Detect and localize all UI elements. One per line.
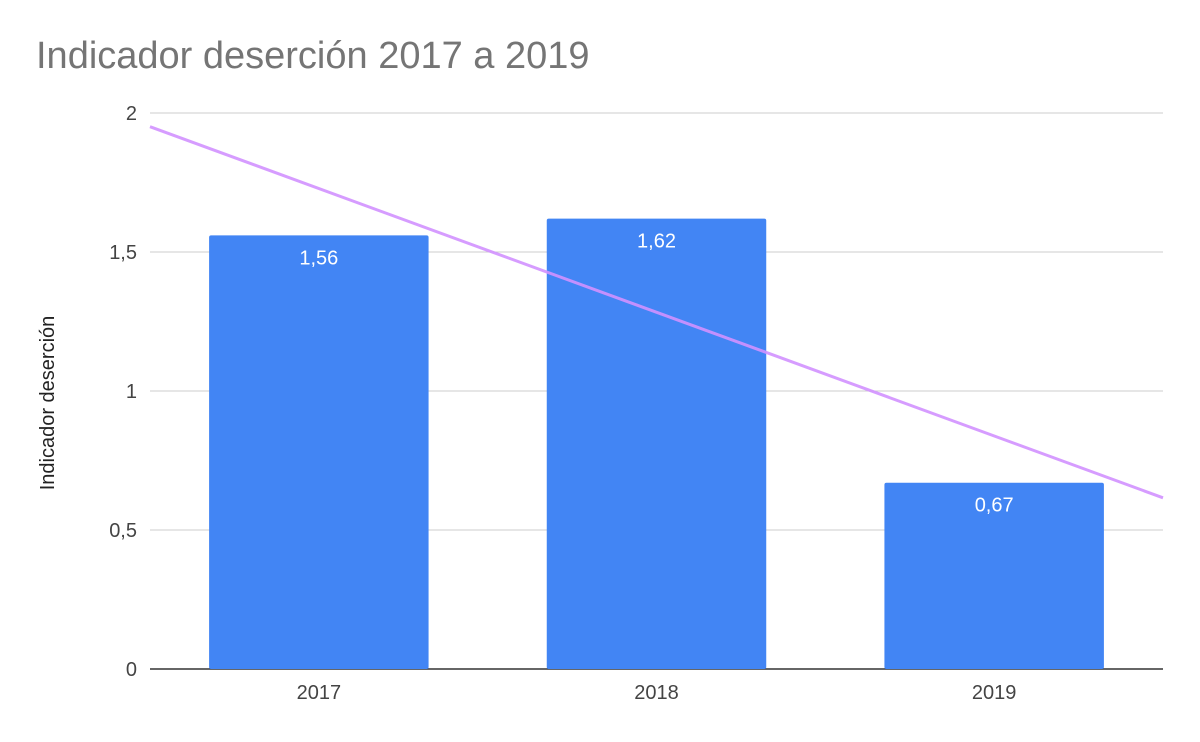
data-label-2018: 1,62 (637, 231, 676, 253)
data-label-2019: 0,67 (975, 495, 1014, 517)
y-tick-label: 1,5 (109, 242, 137, 264)
y-axis-ticks: 0 0,5 1 1,5 2 (109, 103, 137, 681)
bars: 1,56 1,62 0,67 (209, 218, 1104, 669)
x-axis-ticks: 2017 2018 2019 (297, 682, 1017, 704)
y-tick-label: 2 (126, 103, 137, 125)
x-tick-label: 2018 (634, 682, 679, 704)
x-tick-label: 2019 (972, 682, 1017, 704)
y-tick-label: 1 (126, 381, 137, 403)
data-label-2017: 1,56 (299, 247, 338, 269)
trendline-layer (149, 125, 1164, 500)
x-tick-label: 2017 (297, 682, 342, 704)
trendline (149, 125, 1164, 500)
y-tick-label: 0,5 (109, 520, 137, 542)
bar-2019 (884, 482, 1104, 669)
bar-2018 (546, 218, 767, 669)
bar-2017 (209, 235, 429, 669)
y-tick-label: 0 (126, 659, 137, 681)
y-axis-title: Indicador deserción (37, 316, 59, 491)
chart-title: Indicador deserción 2017 a 2019 (36, 35, 590, 77)
